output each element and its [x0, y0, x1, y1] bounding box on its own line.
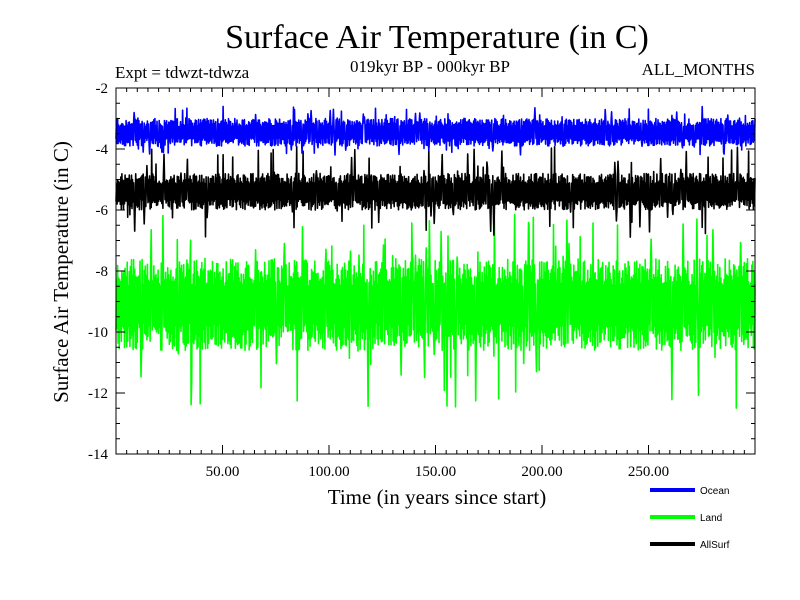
axis-layer: 50.00 100.00 150.00 200.00 250.00 -14 -12 -10 -8… — [88, 81, 756, 480]
chart-title: Surface Air Temperature (in C) — [225, 19, 649, 56]
y-tick-label: -4 — [96, 142, 109, 158]
y-tick-label: -14 — [88, 447, 108, 463]
y-axis-label: Surface Air Temperature (in C) — [49, 141, 73, 403]
legend-label-ocean: Ocean — [700, 486, 729, 497]
x-tick-label: 250.00 — [628, 464, 669, 480]
series-line-allsurf — [115, 145, 756, 238]
chart-subtitle-period: 019kyr BP - 000kyr BP — [350, 57, 510, 76]
series-line-ocean — [115, 105, 756, 156]
x-tick-label: 150.00 — [415, 464, 456, 480]
legend-label-allsurf: AllSurf — [700, 540, 730, 551]
y-tick-label: -10 — [88, 325, 108, 341]
series-layer — [115, 105, 756, 409]
y-tick-label: -12 — [88, 386, 108, 402]
chart-subtitle-expt: Expt = tdwzt-tdwza — [115, 63, 250, 82]
legend: Ocean Land AllSurf — [650, 486, 730, 551]
y-tick-label: -6 — [96, 203, 109, 219]
x-axis-label: Time (in years since start) — [328, 485, 547, 509]
x-tick-label: 50.00 — [206, 464, 240, 480]
y-tick-label: -2 — [96, 81, 109, 97]
series-line-land — [115, 213, 756, 409]
x-tick-label: 100.00 — [308, 464, 349, 480]
chart-subtitle-months: ALL_MONTHS — [642, 60, 755, 79]
x-tick-label: 200.00 — [521, 464, 562, 480]
y-tick-label: -8 — [96, 264, 109, 280]
legend-label-land: Land — [700, 513, 722, 524]
